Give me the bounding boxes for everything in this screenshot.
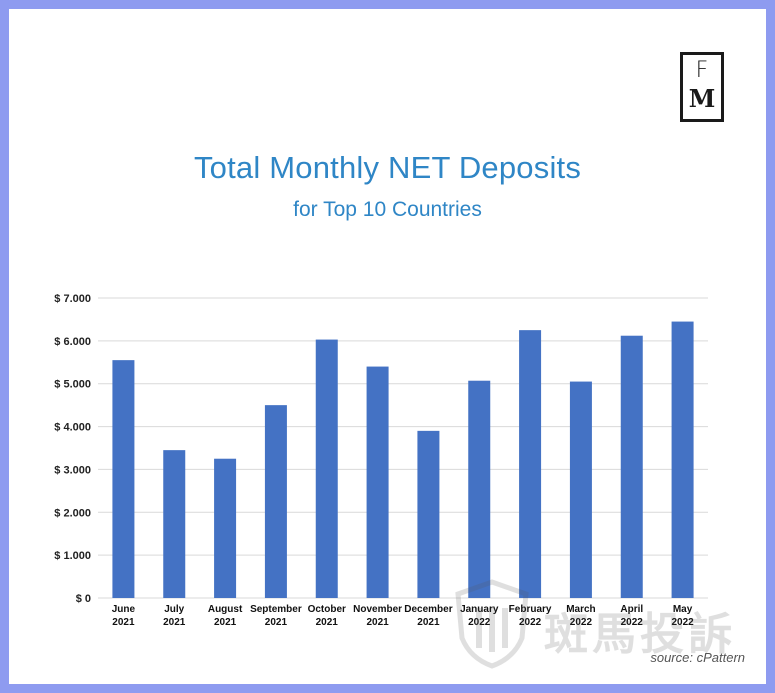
x-tick-label: April [620,604,643,615]
bar [163,450,186,598]
bar [214,458,237,598]
x-tick-label: 2021 [417,617,440,628]
chart-title: Total Monthly NET Deposits [193,150,582,185]
source-note: source: cPattern [650,650,745,665]
x-tick-label: September [250,604,302,615]
x-tick-label: 2021 [112,617,135,628]
fm-logo: F M [680,52,724,122]
x-tick-label: August [208,604,243,615]
x-tick-label: January [460,604,499,615]
x-tick-label: 2021 [214,617,237,628]
y-tick-label: $ 1.000 [54,550,91,562]
bar [620,335,643,598]
chart-subtitle: for Top 10 Countries [293,198,482,221]
y-tick-label: $ 2.000 [54,507,91,519]
x-tick-label: October [308,604,346,615]
logo-letter-f: F [695,58,709,83]
y-tick-label: $ 4.000 [54,422,91,434]
x-tick-label: November [353,604,402,615]
x-tick-label: 2021 [265,617,288,628]
y-tick-label: $ 6.000 [54,336,91,348]
x-tick-label: July [164,604,184,615]
bar [315,339,338,598]
x-tick-label: 2022 [519,617,542,628]
y-tick-label: $ 3.000 [54,464,91,476]
y-tick-label: $ 5.000 [54,379,91,391]
x-tick-label: June [112,604,136,615]
x-tick-label: 2022 [570,617,593,628]
bar [264,405,287,598]
x-tick-label: February [509,604,552,615]
bar [468,380,491,598]
y-tick-label: $ 0 [76,593,91,605]
bar [417,430,440,598]
x-tick-label: March [566,604,595,615]
x-tick-label: 2021 [366,617,389,628]
x-tick-label: December [404,604,452,615]
y-tick-label: $ 7.000 [54,293,91,305]
bar [112,360,135,598]
x-tick-label: 2022 [621,617,644,628]
logo-letter-m: M [688,84,716,113]
x-tick-label: 2021 [163,617,186,628]
bar [569,381,592,598]
x-tick-label: 2022 [671,617,694,628]
bar [519,330,542,598]
x-tick-label: 2021 [316,617,339,628]
x-tick-label: May [673,604,693,615]
bar [366,366,389,598]
x-tick-label: 2022 [468,617,491,628]
bar [671,321,694,598]
